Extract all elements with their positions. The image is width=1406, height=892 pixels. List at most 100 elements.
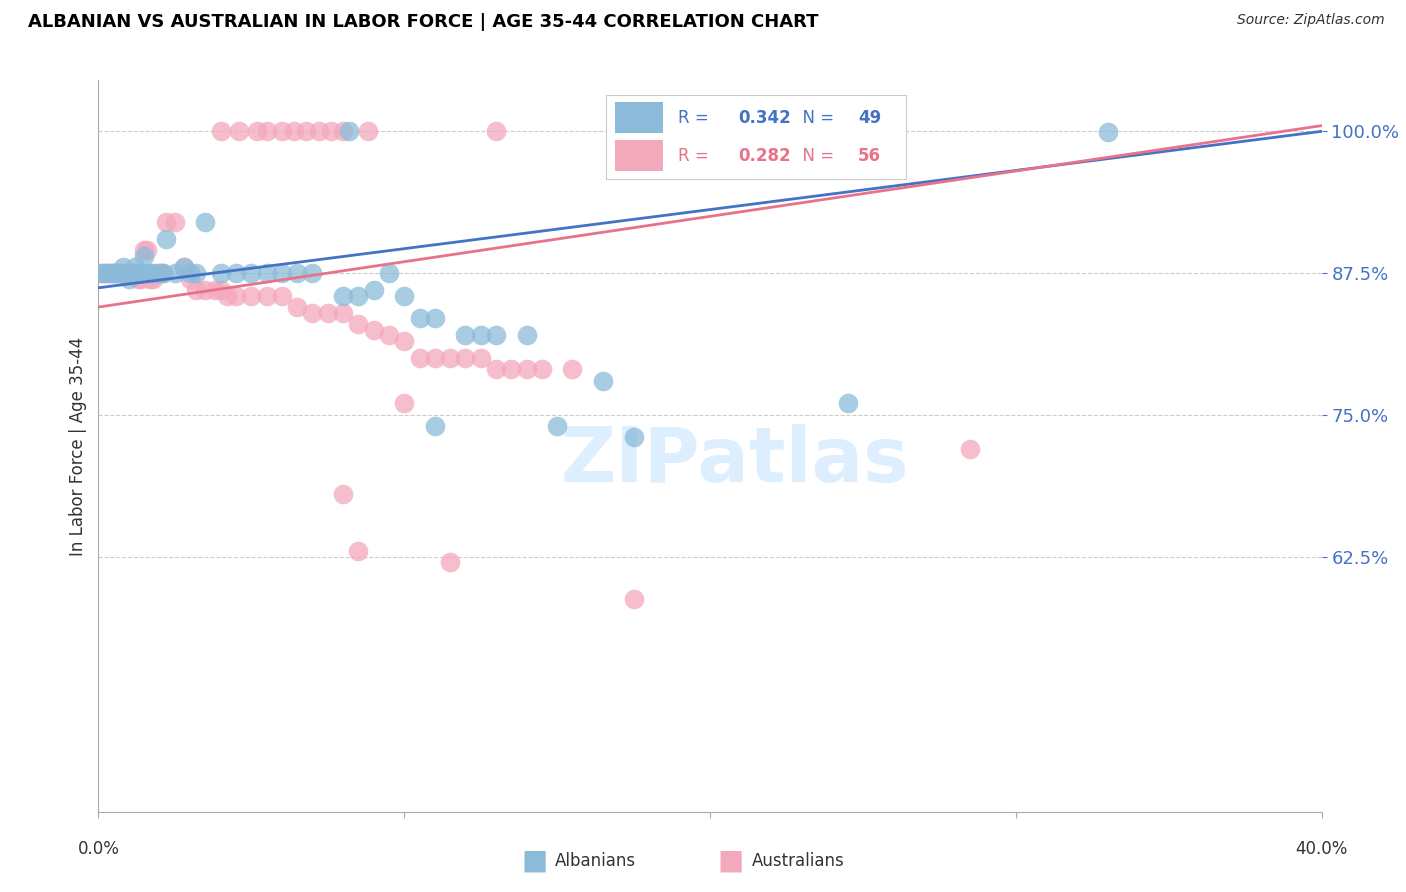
Point [408,351,430,365]
Point [470,351,492,365]
Point [392,289,416,303]
Point [121,266,143,280]
Point [108,266,131,280]
Point [215,289,238,303]
Point [270,124,292,138]
Point [285,266,308,280]
Point [142,271,165,285]
Point [332,124,354,138]
Point [139,266,162,280]
Point [256,289,278,303]
Point [332,289,354,303]
Point [316,306,339,320]
Point [118,271,141,285]
Point [607,124,630,138]
Point [225,289,247,303]
Point [270,289,292,303]
Point [186,266,208,280]
Point [530,362,553,376]
Point [454,351,477,365]
Point [136,266,159,280]
Point [285,300,308,314]
Point [103,266,125,280]
Point [97,266,120,280]
Point [308,124,330,138]
Point [155,215,177,229]
Text: ALBANIAN VS AUSTRALIAN IN LABOR FORCE | AGE 35-44 CORRELATION CHART: ALBANIAN VS AUSTRALIAN IN LABOR FORCE | … [28,13,818,31]
Point [152,266,174,280]
Point [439,555,461,569]
Point [228,124,250,138]
Point [194,215,217,229]
Point [163,266,186,280]
Point [186,283,208,297]
Point [209,266,232,280]
Point [283,124,305,138]
Point [347,544,370,558]
Point [163,215,186,229]
Point [127,271,149,285]
Point [134,249,156,263]
Point [124,266,146,280]
Point [332,306,354,320]
Point [139,271,162,285]
Point [561,362,583,376]
Point [454,328,477,343]
Point [337,124,360,138]
Point [240,289,263,303]
Point [152,266,174,280]
Point [100,266,122,280]
Point [121,266,143,280]
Point [392,334,416,348]
Point [485,124,508,138]
Point [423,419,446,434]
Point [93,266,115,280]
Point [93,266,115,280]
Point [837,396,859,410]
Point [103,266,125,280]
Point [209,283,232,297]
Point [363,323,385,337]
Point [301,306,323,320]
Point [423,311,446,326]
Point [959,442,981,456]
Point [332,487,354,501]
Point [392,396,416,410]
Point [204,283,226,297]
Point [194,283,217,297]
Point [90,266,112,280]
Point [111,266,134,280]
Point [256,266,278,280]
Point [118,266,141,280]
Y-axis label: In Labor Force | Age 35-44: In Labor Force | Age 35-44 [69,336,87,556]
Point [173,260,195,275]
Point [240,266,263,280]
Point [363,283,385,297]
Point [90,266,112,280]
Point [105,266,128,280]
Text: ZIPatlas: ZIPatlas [560,424,908,498]
Point [378,328,401,343]
Point [516,362,538,376]
Point [142,266,165,280]
Point [423,351,446,365]
Point [347,289,370,303]
Point [347,317,370,331]
Point [149,266,172,280]
Point [516,328,538,343]
Point [145,266,167,280]
Text: 0.0%: 0.0% [77,840,120,858]
Text: Australians: Australians [752,852,845,870]
Point [173,260,195,275]
Text: 40.0%: 40.0% [1295,840,1348,858]
Point [124,260,146,275]
Text: Albanians: Albanians [555,852,637,870]
Point [301,266,323,280]
Point [439,351,461,365]
Point [108,266,131,280]
Point [127,266,149,280]
Point [356,124,378,138]
Point [136,244,159,258]
Text: ■: ■ [522,847,547,875]
Point [485,328,508,343]
